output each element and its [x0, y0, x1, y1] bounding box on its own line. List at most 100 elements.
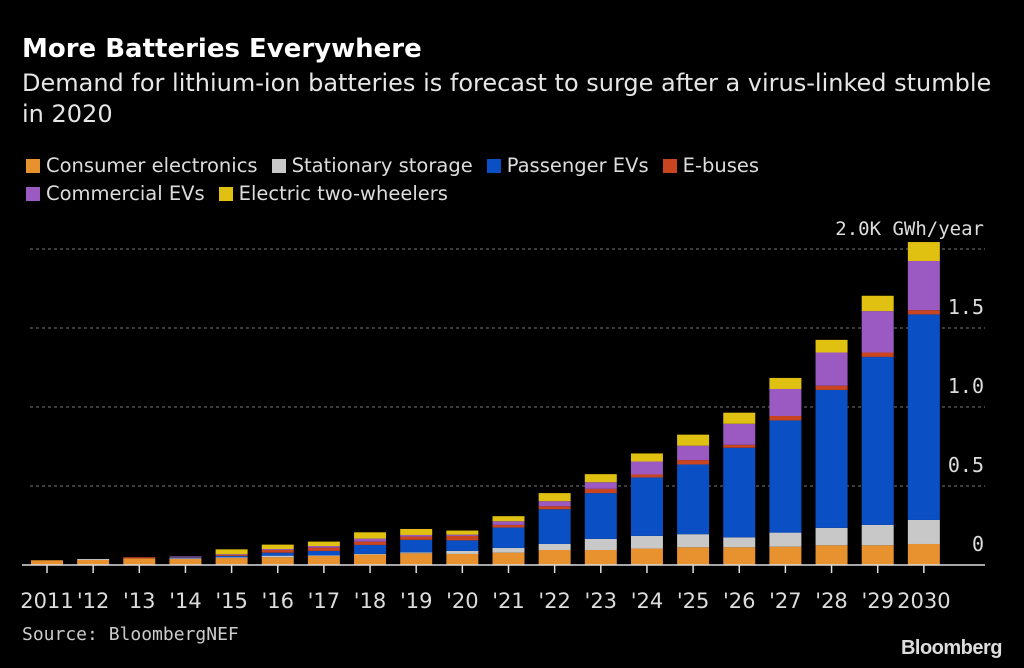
- chart-title: More Batteries Everywhere: [22, 34, 422, 64]
- bar-segment: [354, 553, 387, 555]
- y-tick-label: 1.5: [948, 295, 984, 319]
- bar-segment: [584, 474, 617, 483]
- bar-segment: [307, 550, 340, 556]
- bar-segment: [861, 356, 894, 525]
- bar-segment: [169, 557, 202, 559]
- bar-segment: [492, 516, 525, 522]
- x-tick-label: '19: [400, 589, 433, 613]
- bar-segment: [815, 385, 848, 390]
- bar-segment: [77, 559, 110, 565]
- bar-segment: [677, 445, 710, 461]
- bar-segment: [446, 540, 479, 551]
- bar-segment: [677, 434, 710, 446]
- bar-segment: [907, 543, 940, 565]
- x-tick-label: '23: [585, 589, 618, 613]
- bar-segment: [723, 537, 756, 548]
- bar-segment: [769, 416, 802, 421]
- bar-segment: [169, 558, 202, 559]
- bar-segment: [446, 534, 479, 536]
- x-tick-label: '14: [169, 589, 202, 613]
- bar-segment: [261, 549, 294, 550]
- x-tick-label: '24: [631, 589, 664, 613]
- y-tick-label: 1.0: [948, 374, 984, 398]
- y-tick-label: 0: [972, 532, 984, 556]
- bar-segment: [492, 527, 525, 548]
- bar-segment: [354, 532, 387, 539]
- x-tick-label: 2030: [897, 589, 950, 613]
- bar-segment: [538, 509, 571, 544]
- x-tick-label: '16: [262, 589, 295, 613]
- bar-segment: [677, 464, 710, 535]
- x-tick-label: '13: [123, 589, 156, 613]
- bar-segment: [446, 553, 479, 565]
- bar-segment: [630, 474, 663, 478]
- bar-segment: [769, 420, 802, 533]
- legend: Consumer electronics Stationary storage Pa…: [26, 152, 926, 208]
- bar-segment: [907, 310, 940, 315]
- bar-segment: [354, 544, 387, 554]
- bar-segment: [815, 545, 848, 565]
- bar-segment: [169, 558, 202, 565]
- bar-segment: [354, 541, 387, 545]
- bar-segment: [123, 557, 156, 559]
- legend-swatch: [218, 187, 233, 201]
- bar-segment: [538, 506, 571, 510]
- x-tick-label: '15: [215, 589, 248, 613]
- x-tick-label: '27: [769, 589, 802, 613]
- x-tick-label: '22: [538, 589, 571, 613]
- x-tick-label: '26: [723, 589, 756, 613]
- bar-segment: [307, 546, 340, 548]
- bar-segment: [769, 388, 802, 417]
- chart-subtitle: Demand for lithium-ion batteries is fore…: [22, 69, 992, 128]
- bloomberg-logo: Bloomberg: [900, 637, 1003, 659]
- legend-item: Stationary storage: [271, 152, 473, 180]
- bar-segment: [492, 552, 525, 565]
- bar-segment: [769, 377, 802, 389]
- x-tick-label: '21: [492, 589, 525, 613]
- bar-segment: [123, 558, 156, 565]
- bar-segment: [677, 534, 710, 548]
- legend-label: Passenger EVs: [506, 154, 649, 177]
- bar-segment: [492, 521, 525, 525]
- legend-swatch: [26, 187, 40, 201]
- bar-segment: [723, 447, 756, 538]
- bar-segment: [307, 547, 340, 551]
- bar-segment: [400, 553, 433, 565]
- bar-segment: [400, 552, 433, 554]
- legend-label: Electric two-wheelers: [238, 182, 448, 205]
- bar-segment: [907, 242, 940, 262]
- x-tick-label: '20: [446, 589, 479, 613]
- x-tick-label: '25: [677, 589, 710, 613]
- legend-item: Consumer electronics: [26, 152, 258, 180]
- bar-segment: [400, 536, 433, 540]
- bar-segment: [400, 528, 433, 535]
- x-tick-label: '18: [354, 589, 387, 613]
- bar-segment: [815, 389, 848, 528]
- bar-segment: [630, 453, 663, 462]
- x-tick-label: 2011: [20, 589, 73, 613]
- bar-segment: [354, 538, 387, 542]
- bar-segment: [630, 477, 663, 536]
- bar-segment: [907, 519, 940, 544]
- legend-label: Stationary storage: [291, 154, 473, 177]
- bar-segment: [677, 460, 710, 465]
- bar-segment: [215, 557, 248, 559]
- legend-item: Electric two-wheelers: [218, 180, 448, 208]
- bar-segment: [815, 352, 848, 386]
- bar-segment: [769, 546, 802, 565]
- legend-item: E-buses: [662, 152, 759, 180]
- bar-segment: [261, 557, 294, 565]
- bar-segment: [769, 532, 802, 547]
- bar-segment: [861, 545, 894, 565]
- bar-segment: [446, 530, 479, 535]
- bar-segment: [307, 555, 340, 565]
- bar-segment: [400, 539, 433, 553]
- x-tick-label: '29: [861, 589, 894, 613]
- bar-segment: [538, 549, 571, 565]
- bar-segment: [307, 541, 340, 547]
- legend-swatch: [662, 159, 677, 173]
- bar-segment: [584, 488, 617, 494]
- bar-segment: [492, 524, 525, 528]
- bar-segment: [723, 412, 756, 424]
